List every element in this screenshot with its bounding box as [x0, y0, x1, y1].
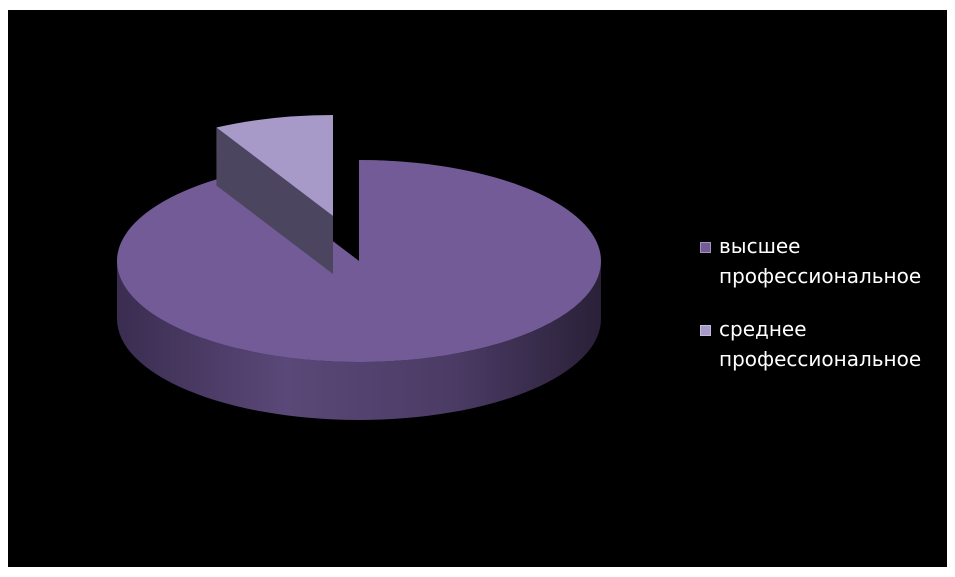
chart-area: высшее профессиональное среднее професси… [8, 10, 947, 567]
pie-slice-side [117, 261, 601, 420]
legend-label: среднее профессиональное [719, 317, 922, 371]
pie-slice-cut-face [216, 127, 333, 274]
legend-label: высшее профессиональное [719, 234, 922, 288]
legend-item: среднее профессиональное [700, 314, 949, 374]
pie-chart [116, 115, 601, 420]
pie-slice [216, 115, 333, 216]
legend-swatch-icon [700, 242, 711, 253]
pie-slice [116, 160, 601, 362]
legend-swatch-icon [700, 325, 711, 336]
chart-legend: высшее профессиональное среднее професси… [700, 231, 949, 397]
legend-item: высшее профессиональное [700, 231, 949, 291]
